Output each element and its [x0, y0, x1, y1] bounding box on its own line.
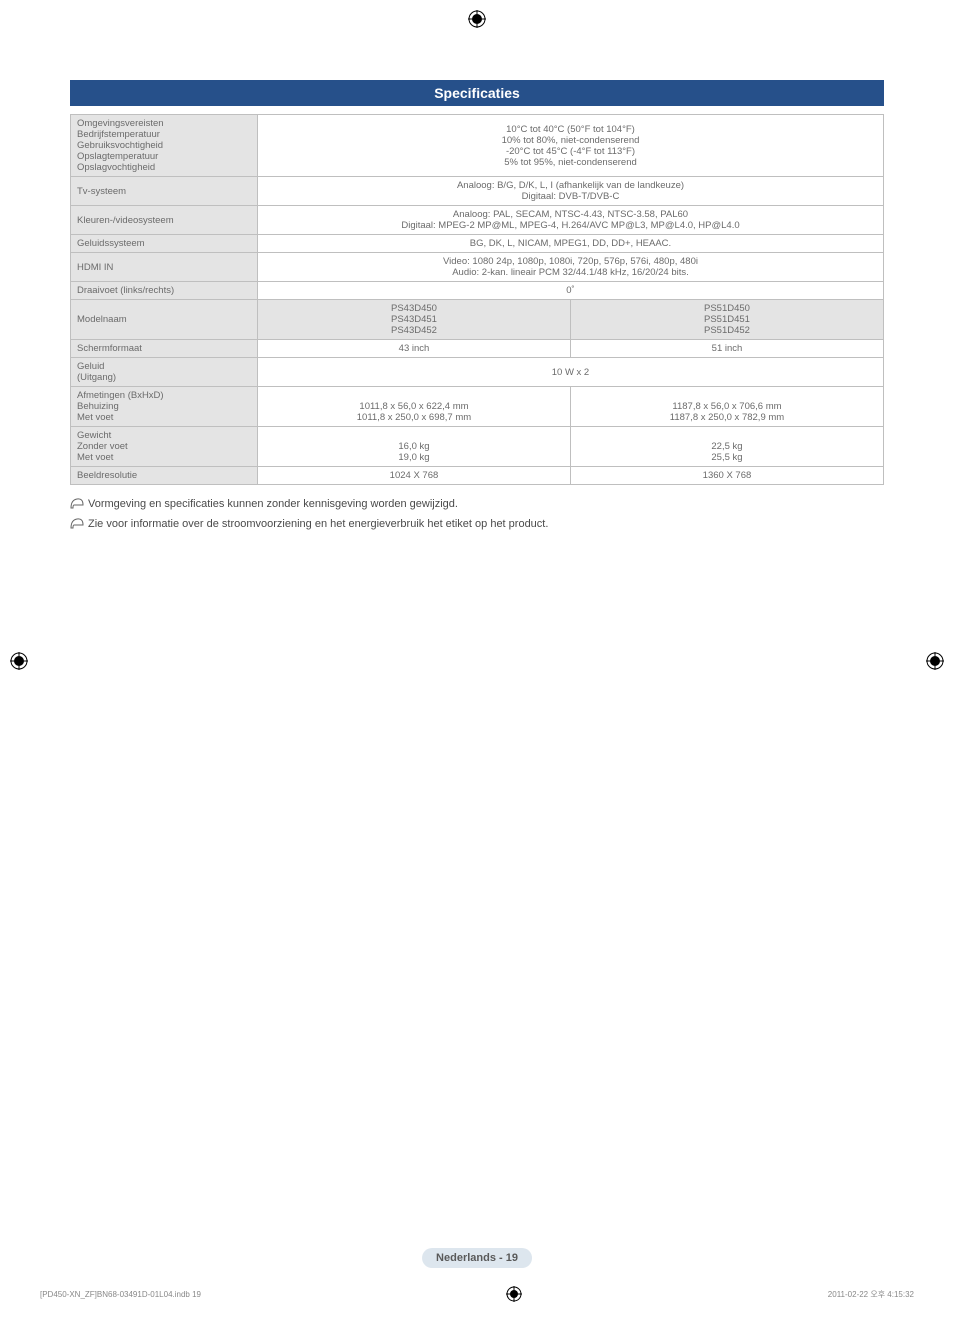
table-row: Schermformaat43 inch51 inch — [71, 340, 884, 358]
row-label: Geluid(Uitgang) — [71, 358, 258, 387]
spec-table: OmgevingsvereistenBedrijfstemperatuurGeb… — [70, 114, 884, 485]
row-value-col2: PS51D450PS51D451PS51D452 — [570, 300, 883, 340]
row-value: 10 W x 2 — [257, 358, 883, 387]
row-label: Kleuren-/videosysteem — [71, 206, 258, 235]
table-row: ModelnaamPS43D450PS43D451PS43D452PS51D45… — [71, 300, 884, 340]
notes: Vormgeving en specificaties kunnen zonde… — [70, 495, 884, 535]
page: Specificaties OmgevingsvereistenBedrijfs… — [0, 0, 954, 1320]
row-value: Analoog: B/G, D/K, L, I (afhankelijk van… — [257, 177, 883, 206]
table-row: Tv-systeemAnaloog: B/G, D/K, L, I (afhan… — [71, 177, 884, 206]
table-row: Geluid(Uitgang)10 W x 2 — [71, 358, 884, 387]
section-header: Specificaties — [70, 80, 884, 106]
footer-left: [PD450-XN_ZF]BN68-03491D-01L04.indb 19 — [40, 1290, 201, 1299]
row-value: BG, DK, L, NICAM, MPEG1, DD, DD+, HEAAC. — [257, 235, 883, 253]
row-value-col1: PS43D450PS43D451PS43D452 — [257, 300, 570, 340]
row-label: Draaivoet (links/rechts) — [71, 282, 258, 300]
row-value: 10°C tot 40°C (50°F tot 104°F)10% tot 80… — [257, 115, 883, 177]
note-text: Vormgeving en specificaties kunnen zonde… — [88, 498, 458, 510]
section-title: Specificaties — [434, 85, 520, 101]
table-row: Afmetingen (BxHxD)BehuizingMet voet 1011… — [71, 387, 884, 427]
row-value-col2: 1360 X 768 — [570, 467, 883, 485]
note-icon — [70, 497, 84, 509]
row-value-col2: 1187,8 x 56,0 x 706,6 mm1187,8 x 250,0 x… — [570, 387, 883, 427]
row-label: Schermformaat — [71, 340, 258, 358]
note-line: Zie voor informatie over de stroomvoorzi… — [70, 515, 884, 535]
row-value-col2: 22,5 kg25,5 kg — [570, 427, 883, 467]
row-label: GewichtZonder voetMet voet — [71, 427, 258, 467]
row-label: Modelnaam — [71, 300, 258, 340]
table-row: HDMI INVideo: 1080 24p, 1080p, 1080i, 72… — [71, 253, 884, 282]
row-value: Video: 1080 24p, 1080p, 1080i, 720p, 576… — [257, 253, 883, 282]
table-row: GeluidssysteemBG, DK, L, NICAM, MPEG1, D… — [71, 235, 884, 253]
note-icon — [70, 517, 84, 529]
row-label: Beeldresolutie — [71, 467, 258, 485]
row-value: 0˚ — [257, 282, 883, 300]
table-row: OmgevingsvereistenBedrijfstemperatuurGeb… — [71, 115, 884, 177]
row-value-col1: 1011,8 x 56,0 x 622,4 mm1011,8 x 250,0 x… — [257, 387, 570, 427]
table-row: Draaivoet (links/rechts)0˚ — [71, 282, 884, 300]
row-label: Afmetingen (BxHxD)BehuizingMet voet — [71, 387, 258, 427]
footer-badge-text: Nederlands - 19 — [436, 1252, 518, 1264]
row-value: Analoog: PAL, SECAM, NTSC-4.43, NTSC-3.5… — [257, 206, 883, 235]
row-label: OmgevingsvereistenBedrijfstemperatuurGeb… — [71, 115, 258, 177]
table-row: GewichtZonder voetMet voet 16,0 kg19,0 k… — [71, 427, 884, 467]
footer-badge: Nederlands - 19 — [422, 1248, 532, 1268]
row-value-col1: 43 inch — [257, 340, 570, 358]
row-value-col1: 16,0 kg19,0 kg — [257, 427, 570, 467]
row-label: HDMI IN — [71, 253, 258, 282]
note-line: Vormgeving en specificaties kunnen zonde… — [70, 495, 884, 515]
footer-right: 2011-02-22 오후 4:15:32 — [828, 1289, 914, 1300]
footer-line: [PD450-XN_ZF]BN68-03491D-01L04.indb 19 2… — [40, 1286, 914, 1302]
row-value-col1: 1024 X 768 — [257, 467, 570, 485]
row-label: Geluidssysteem — [71, 235, 258, 253]
table-row: Kleuren-/videosysteemAnaloog: PAL, SECAM… — [71, 206, 884, 235]
registration-mark-bottom — [506, 1286, 522, 1302]
row-value-col2: 51 inch — [570, 340, 883, 358]
table-row: Beeldresolutie1024 X 7681360 X 768 — [71, 467, 884, 485]
row-label: Tv-systeem — [71, 177, 258, 206]
note-text: Zie voor informatie over de stroomvoorzi… — [88, 518, 548, 530]
